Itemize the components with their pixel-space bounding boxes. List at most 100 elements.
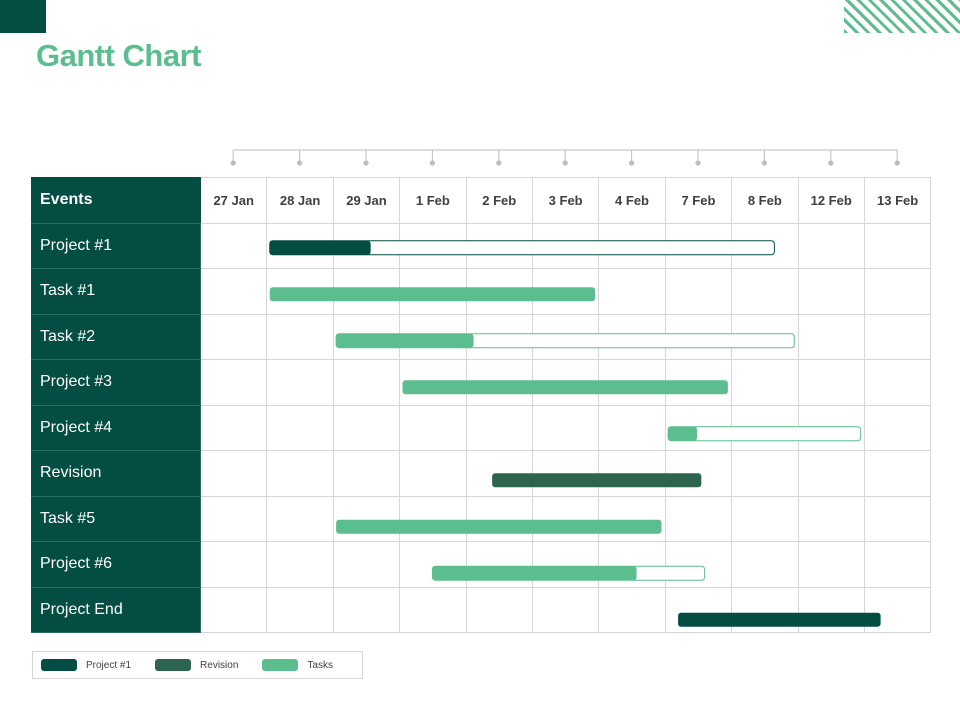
row-label: Project #1 [31, 222, 201, 269]
timeline-dot [761, 160, 768, 166]
date-header-cell: 28 Jan [266, 177, 334, 224]
grid-cell [531, 495, 600, 542]
grid-cell [598, 586, 666, 633]
grid-cell [598, 495, 666, 542]
grid-cell [731, 450, 799, 497]
grid-cell [664, 222, 733, 269]
legend-swatch [155, 659, 192, 671]
grid-cell [598, 268, 666, 315]
grid-cell [664, 541, 733, 588]
grid-cell [332, 222, 401, 269]
timeline-dot [429, 160, 435, 166]
date-header-cell: 7 Feb [664, 177, 733, 224]
timeline-dot [230, 160, 236, 166]
grid-cell [465, 222, 533, 269]
gantt-row: Project #6 [31, 541, 932, 588]
diagonal-stripe-decoration [844, 0, 960, 33]
grid-cell [266, 268, 334, 315]
gantt-row: Task #5 [31, 495, 932, 542]
grid-cell [266, 222, 334, 269]
grid-cell [863, 359, 932, 406]
grid-cell [731, 268, 799, 315]
date-header-cell: 13 Feb [863, 177, 932, 224]
grid-cell [465, 404, 533, 451]
grid-cell [664, 450, 733, 497]
timeline-dot [363, 160, 369, 166]
date-header-cell: 29 Jan [332, 177, 401, 224]
grid-cell [863, 222, 932, 269]
gantt-row: Project #3 [31, 359, 932, 406]
row-label: Task #5 [31, 495, 201, 542]
grid-cell [797, 495, 865, 542]
grid-cell [731, 541, 799, 588]
grid-cell [797, 404, 865, 451]
date-header-cell: 1 Feb [399, 177, 467, 224]
grid-cell [332, 359, 401, 406]
grid-cell [598, 541, 666, 588]
grid-cell [332, 450, 401, 497]
grid-cell [863, 268, 932, 315]
grid-cell [465, 359, 533, 406]
grid-cell [266, 450, 334, 497]
grid-cell [863, 450, 932, 497]
grid-cell [598, 313, 666, 360]
grid-cell [598, 359, 666, 406]
grid-cell [797, 586, 865, 633]
grid-cell [731, 313, 799, 360]
timeline-dot [562, 160, 568, 166]
grid-cell [465, 541, 533, 588]
grid-cell [598, 404, 666, 451]
grid-cell [266, 404, 334, 451]
grid-cell [399, 404, 467, 451]
grid-cell [332, 586, 401, 633]
row-label: Task #1 [31, 268, 201, 315]
grid-cell [399, 313, 467, 360]
grid-cell [332, 313, 401, 360]
grid-cell [199, 450, 268, 497]
row-label: Project End [31, 586, 201, 633]
gantt-row: Project #4 [31, 404, 932, 451]
grid-cell [664, 359, 733, 406]
grid-cell [199, 495, 268, 542]
grid-cell [797, 450, 865, 497]
grid-cell [731, 359, 799, 406]
grid-cell [266, 541, 334, 588]
grid-cell [199, 541, 268, 588]
grid-cell [863, 495, 932, 542]
grid-cell [332, 495, 401, 542]
legend-swatch [41, 659, 77, 671]
date-header-cell: 3 Feb [531, 177, 600, 224]
grid-cell [731, 222, 799, 269]
row-label: Project #3 [31, 359, 201, 406]
row-label: Revision [31, 450, 201, 497]
grid-cell [863, 313, 932, 360]
grid-cell [465, 313, 533, 360]
grid-cell [797, 222, 865, 269]
row-label: Project #6 [31, 541, 201, 588]
grid-cell [664, 313, 733, 360]
grid-cell [399, 495, 467, 542]
grid-cell [266, 359, 334, 406]
grid-cell [797, 541, 865, 588]
grid-cell [598, 450, 666, 497]
legend-label: Revision [200, 659, 239, 671]
grid-cell [465, 268, 533, 315]
grid-cell [531, 313, 600, 360]
grid-cell [266, 495, 334, 542]
date-header-cell: 12 Feb [797, 177, 865, 224]
timeline-dot [695, 160, 701, 166]
gantt-table: Events 27 Jan 28 Jan 29 Jan 1 Feb 2 Feb 3 Feb… [31, 177, 932, 633]
grid-cell [531, 359, 600, 406]
grid-cell [332, 541, 401, 588]
grid-cell [465, 586, 533, 633]
grid-cell [531, 586, 600, 633]
legend-item: Project #1 [41, 659, 131, 671]
grid-cell [531, 450, 600, 497]
grid-cell [399, 450, 467, 497]
gantt-row: Revision [31, 450, 932, 497]
date-header-cell: 4 Feb [598, 177, 666, 224]
grid-cell [199, 586, 268, 633]
grid-cell [797, 313, 865, 360]
gantt-row: Task #1 [31, 268, 932, 315]
grid-cell [664, 268, 733, 315]
